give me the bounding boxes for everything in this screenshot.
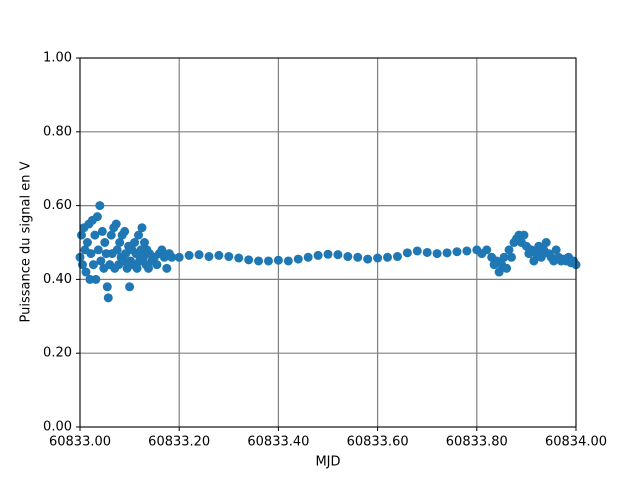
- point: [120, 226, 130, 236]
- point: [130, 238, 140, 247]
- point: [254, 256, 264, 266]
- x-tick-label: 60833.40: [247, 435, 309, 450]
- point: [333, 250, 343, 260]
- point: [204, 252, 214, 262]
- y-tick-label: 0.80: [43, 124, 72, 139]
- point: [214, 250, 224, 260]
- point: [95, 201, 105, 211]
- point: [283, 256, 293, 266]
- x-tick-label: 60833.00: [49, 435, 111, 450]
- point: [86, 249, 96, 259]
- point: [112, 245, 122, 255]
- point: [96, 256, 106, 266]
- point: [88, 260, 98, 270]
- point: [234, 253, 244, 263]
- point: [504, 245, 514, 255]
- x-tick-label: 60834.00: [545, 435, 607, 450]
- point: [442, 248, 452, 258]
- y-tick-label: 0.00: [43, 420, 72, 435]
- point: [343, 252, 353, 262]
- point: [507, 252, 517, 262]
- point: [499, 252, 509, 262]
- point: [91, 274, 101, 284]
- point: [115, 238, 125, 247]
- point: [502, 263, 512, 273]
- point: [194, 250, 204, 260]
- x-tick-label: 60833.60: [347, 435, 409, 450]
- point: [93, 245, 103, 255]
- point: [244, 255, 254, 265]
- point: [551, 245, 561, 255]
- point: [293, 254, 303, 264]
- point: [100, 238, 110, 247]
- point: [139, 238, 149, 247]
- point: [132, 263, 142, 273]
- x-tick-label: 60833.80: [446, 435, 508, 450]
- point: [97, 226, 107, 236]
- point: [373, 253, 383, 263]
- point: [76, 230, 86, 240]
- x-axis-label: MJD: [315, 455, 340, 470]
- point: [536, 252, 546, 262]
- y-tick-label: 0.60: [43, 198, 72, 213]
- point: [392, 252, 402, 262]
- point: [323, 249, 333, 259]
- point: [92, 212, 102, 222]
- point: [412, 246, 422, 256]
- y-axis-label: Puissance du signal en V: [19, 161, 34, 322]
- point: [82, 238, 92, 247]
- point: [462, 246, 472, 256]
- point: [273, 255, 283, 265]
- point: [353, 252, 363, 262]
- point: [422, 247, 432, 257]
- point: [143, 263, 153, 273]
- point: [402, 248, 412, 258]
- y-tick-label: 0.40: [43, 272, 72, 287]
- point: [363, 254, 373, 264]
- x-tick-label: 60833.20: [148, 435, 210, 450]
- point: [494, 267, 504, 277]
- y-tick-label: 0.20: [43, 346, 72, 361]
- point: [111, 219, 121, 229]
- point: [184, 250, 194, 260]
- point: [81, 267, 91, 277]
- point: [482, 245, 492, 255]
- point: [106, 230, 116, 240]
- point: [452, 247, 462, 257]
- point: [157, 245, 167, 255]
- point: [137, 223, 147, 233]
- point: [313, 250, 323, 260]
- point: [383, 252, 393, 262]
- point: [90, 230, 100, 240]
- point: [303, 252, 313, 262]
- point: [103, 293, 113, 303]
- point: [519, 230, 529, 240]
- y-tick-label: 1.00: [43, 51, 72, 66]
- point: [263, 256, 273, 266]
- point: [119, 256, 129, 266]
- point: [125, 282, 135, 292]
- point: [167, 252, 177, 262]
- point: [162, 263, 172, 273]
- point: [174, 252, 184, 262]
- point: [134, 230, 144, 240]
- point: [432, 249, 442, 259]
- point: [224, 252, 234, 262]
- point: [102, 282, 112, 292]
- point: [529, 256, 539, 266]
- point: [152, 260, 162, 270]
- plot-frame: [79, 57, 577, 428]
- point: [541, 238, 551, 247]
